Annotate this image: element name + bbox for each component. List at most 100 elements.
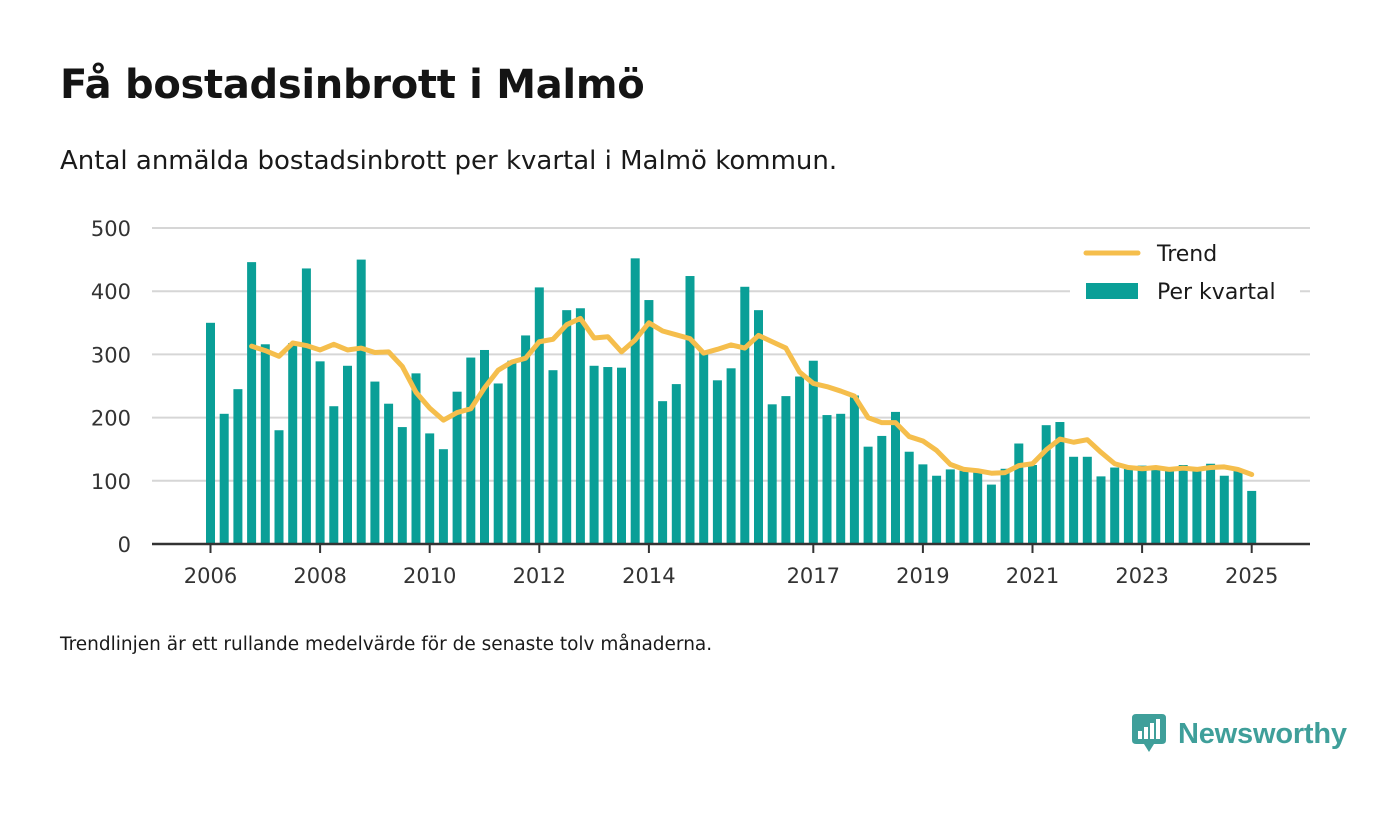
brand-chat-chart-icon <box>1132 714 1166 752</box>
x-tick-label: 2025 <box>1225 564 1278 588</box>
bar <box>795 376 805 544</box>
bar <box>877 435 887 544</box>
bar <box>343 365 352 544</box>
bar <box>356 259 366 544</box>
bar <box>274 430 284 544</box>
bar <box>1233 470 1243 544</box>
bar <box>1137 465 1147 544</box>
bar <box>1028 465 1037 544</box>
bar <box>288 343 298 544</box>
chart-area: 0 100 200 300 400 500 2006 2008 2010 2012 2014 2017… <box>91 217 1310 588</box>
bar <box>1123 467 1133 544</box>
bar <box>973 471 983 544</box>
y-tick-label: 100 <box>91 470 131 494</box>
bar <box>1178 465 1188 544</box>
bar <box>452 391 462 544</box>
bar <box>411 373 421 544</box>
bar <box>918 464 928 544</box>
bar <box>575 308 585 544</box>
bar <box>740 286 750 544</box>
bar <box>301 268 311 544</box>
bar <box>1055 422 1065 544</box>
legend-bar-swatch <box>1086 283 1138 299</box>
bar <box>1110 467 1120 544</box>
bar <box>1069 456 1079 544</box>
x-tick-label: 2019 <box>896 564 949 588</box>
bar <box>959 470 969 544</box>
x-tick-label: 2006 <box>184 564 237 588</box>
bar <box>589 365 599 544</box>
x-tick-label: 2012 <box>513 564 566 588</box>
bar <box>685 276 695 544</box>
legend-bars-label: Per kvartal <box>1157 280 1276 305</box>
x-tick-label: 2014 <box>622 564 675 588</box>
bar-layer <box>206 258 1257 544</box>
bar <box>397 427 407 544</box>
bar <box>904 451 914 544</box>
bar <box>206 322 215 544</box>
bar <box>712 380 722 544</box>
bar <box>932 475 942 544</box>
y-tick-label: 500 <box>91 217 131 241</box>
brand-logo: Newsworthy <box>1132 712 1347 756</box>
x-tick-label: 2023 <box>1115 564 1168 588</box>
bar <box>534 287 544 544</box>
axis-layer: 0 100 200 300 400 500 2006 2008 2010 2012 2014 2017… <box>91 217 1310 588</box>
bar <box>260 344 270 544</box>
brand-name: Newsworthy <box>1178 717 1347 750</box>
y-tick-label: 200 <box>91 407 131 431</box>
chart-title: Få bostadsinbrott i Malmö <box>60 62 645 108</box>
legend-trend-label: Trend <box>1156 242 1217 267</box>
bar <box>548 370 558 544</box>
legend: Trend Per kvartal <box>1070 232 1300 312</box>
bar <box>1014 443 1024 544</box>
bar <box>863 446 873 544</box>
bar <box>808 360 818 544</box>
bar <box>754 310 763 544</box>
bar <box>425 433 435 544</box>
bar <box>986 484 996 544</box>
bar <box>671 384 681 544</box>
bar <box>1096 476 1106 544</box>
bar <box>781 396 791 544</box>
bar <box>247 262 257 544</box>
bar <box>1082 456 1092 544</box>
bar <box>438 449 448 544</box>
bar <box>630 258 640 544</box>
bar <box>644 300 654 544</box>
bar <box>891 411 900 544</box>
bar <box>603 367 613 544</box>
bar <box>699 350 709 544</box>
bar <box>480 349 489 544</box>
bar <box>945 469 955 544</box>
bar <box>384 403 394 544</box>
bar <box>1206 463 1216 544</box>
bar <box>836 413 846 544</box>
x-tick-label: 2010 <box>403 564 456 588</box>
bar <box>562 310 572 544</box>
chart-subtitle: Antal anmälda bostadsinbrott per kvartal… <box>60 146 838 176</box>
y-tick-label: 300 <box>91 343 131 367</box>
y-tick-label: 400 <box>91 280 131 304</box>
bar <box>1165 467 1174 544</box>
trend-layer <box>249 315 1255 477</box>
bar <box>849 395 859 544</box>
bar <box>329 406 339 544</box>
bar <box>767 404 777 544</box>
bar <box>315 361 325 544</box>
bar <box>658 401 668 544</box>
bar <box>219 413 229 544</box>
footnote: Trendlinjen är ett rullande medelvärde f… <box>60 634 713 655</box>
bar <box>726 368 736 544</box>
bar <box>1247 490 1257 544</box>
bar <box>822 415 832 544</box>
bar <box>1192 469 1202 544</box>
bar <box>493 383 503 544</box>
bar <box>370 381 380 544</box>
bar <box>466 357 476 544</box>
bar <box>1041 425 1051 544</box>
bar <box>521 335 531 544</box>
x-tick-label: 2017 <box>787 564 840 588</box>
bar <box>617 367 626 544</box>
trend-line <box>249 315 1255 477</box>
